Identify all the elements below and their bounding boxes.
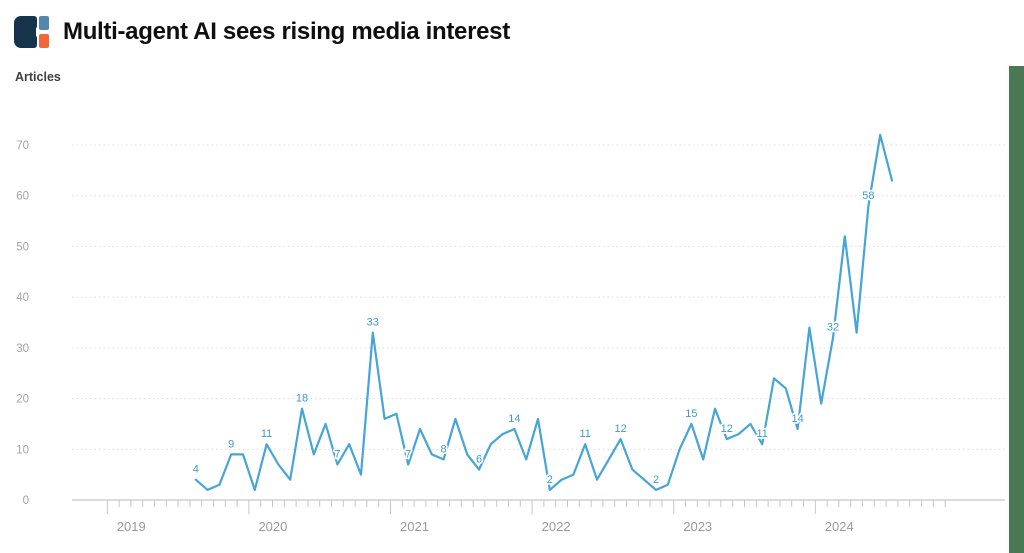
y-tick-label: 70 bbox=[16, 140, 29, 152]
data-line bbox=[194, 133, 894, 491]
point-label: 6 bbox=[476, 454, 482, 466]
point-label: 12 bbox=[721, 423, 733, 435]
point-label: 9 bbox=[228, 438, 234, 450]
x-year-label: 2020 bbox=[258, 519, 287, 534]
point-label: 11 bbox=[579, 428, 590, 440]
y-axis-title: Articles bbox=[15, 70, 61, 84]
x-year-label: 2023 bbox=[683, 519, 712, 534]
page-title: Multi-agent AI sees rising media interes… bbox=[63, 18, 510, 45]
logo-navy-arm-top bbox=[28, 16, 37, 29]
point-label: 11 bbox=[261, 428, 272, 440]
point-label: 14 bbox=[508, 413, 520, 425]
point-label: 18 bbox=[296, 393, 308, 405]
point-label: 58 bbox=[862, 190, 874, 202]
point-label: 4 bbox=[193, 464, 199, 476]
y-tick-label: 50 bbox=[16, 241, 29, 253]
point-label: 14 bbox=[791, 413, 803, 425]
point-label: 2 bbox=[653, 474, 659, 486]
chart-header: Multi-agent AI sees rising media interes… bbox=[14, 16, 510, 48]
point-label: 11 bbox=[756, 428, 767, 440]
point-label: 7 bbox=[334, 449, 340, 461]
point-label: 32 bbox=[827, 322, 839, 334]
point-label: 33 bbox=[367, 317, 379, 329]
x-year-label: 2024 bbox=[825, 519, 854, 534]
point-label: 8 bbox=[441, 443, 447, 455]
y-tick-label: 10 bbox=[16, 444, 29, 456]
point-label: 15 bbox=[685, 408, 697, 420]
point-label: 2 bbox=[547, 474, 553, 486]
point-label: 12 bbox=[614, 423, 626, 435]
y-tick-label: 60 bbox=[16, 191, 29, 203]
logo-navy-arm-bottom bbox=[28, 35, 37, 48]
x-year-label: 2019 bbox=[117, 519, 146, 534]
point-label: 7 bbox=[405, 449, 411, 461]
right-edge-bar bbox=[1009, 66, 1024, 553]
x-year-label: 2022 bbox=[542, 519, 571, 534]
y-tick-label: 40 bbox=[16, 292, 29, 304]
y-tick-label: 30 bbox=[16, 343, 29, 355]
x-year-label: 2021 bbox=[400, 519, 429, 534]
y-tick-label: 0 bbox=[23, 495, 29, 507]
logo-blue-square bbox=[39, 16, 49, 30]
cb-insights-logo-icon bbox=[14, 16, 49, 48]
y-tick-label: 20 bbox=[16, 394, 29, 406]
logo-orange-square bbox=[39, 34, 49, 48]
